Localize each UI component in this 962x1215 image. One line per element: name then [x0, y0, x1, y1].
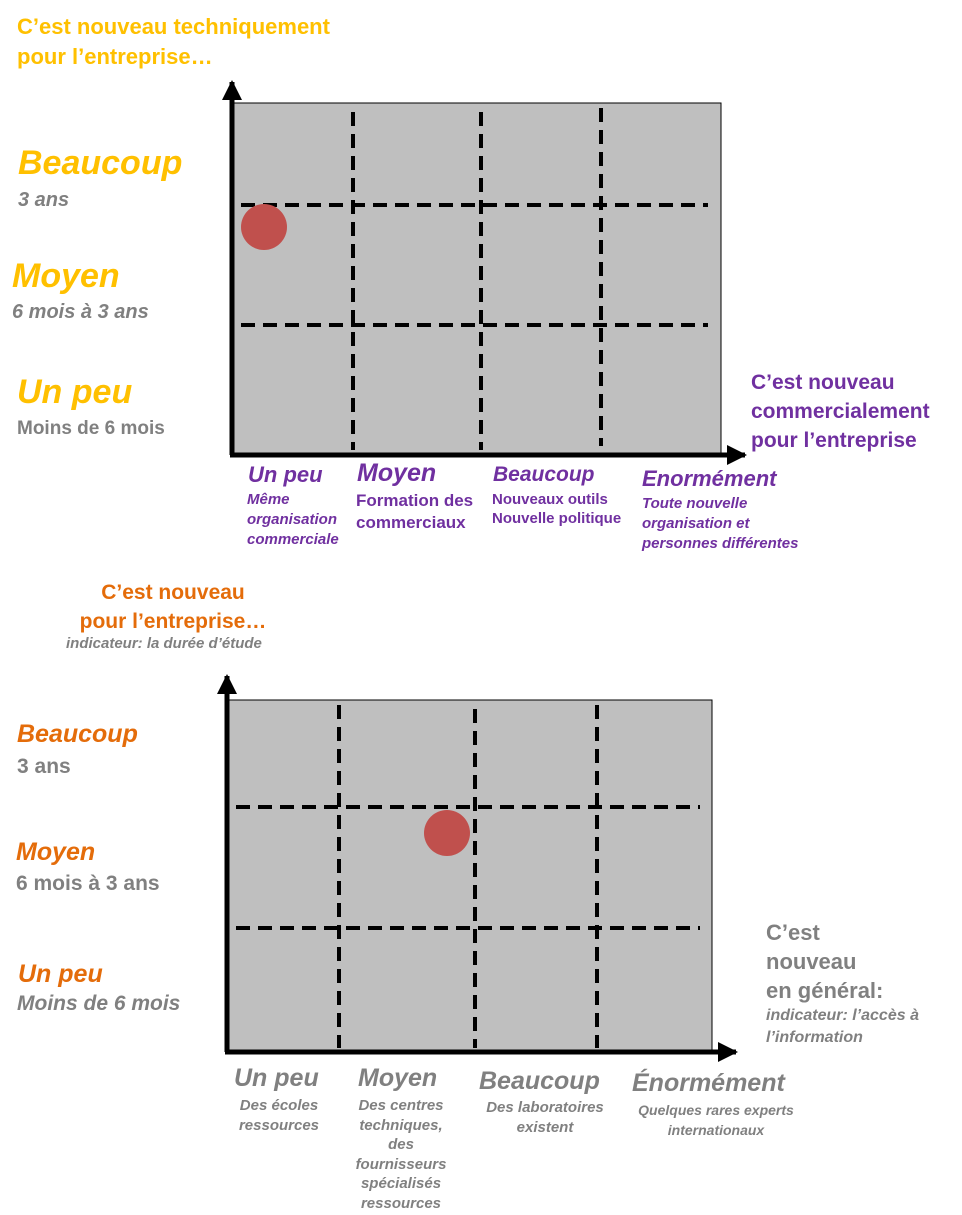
diagram2-x-level-2-label: Moyen: [358, 1064, 438, 1092]
diagram1-x-axis-title: C’est nouveau commercialement pour l’ent…: [751, 371, 930, 452]
diagram1-x-level-4-sub: Toute nouvelle organisation et personnes…: [642, 495, 799, 552]
diagram2-x-level-3-sub: Des laboratoires existent: [486, 1099, 604, 1136]
diagram2-dashed-grid: [236, 705, 700, 1048]
diagram2-y-level-high-sub: 3 ans: [17, 755, 71, 778]
diagram2-grid-background: [228, 699, 713, 1051]
diagram2-x-level-1-label: Un peu: [234, 1064, 319, 1092]
diagram1-y-level-low-label: Un peu: [17, 373, 133, 411]
diagram1-x-level-1-label: Un peu: [248, 462, 323, 487]
diagram1-x-level-1-sub: Même organisation commerciale: [247, 491, 339, 548]
diagram1-y-level-mid-sub: 6 mois à 3 ans: [12, 301, 149, 323]
diagram2-x-level-1-sub: Des écoles ressources: [238, 1097, 320, 1134]
diagram2-y-axis-title: C’est nouveau pour l’entreprise…: [79, 581, 267, 633]
diagram2-x-axis-title: C’est nouveau en général:: [766, 920, 884, 1003]
diagram1-x-level-3-label: Beaucoup: [493, 463, 595, 486]
diagram2-y-level-low-label: Un peu: [18, 960, 103, 988]
diagram1-y-axis-title: C’est nouveau techniquement pour l’entre…: [17, 14, 330, 69]
diagram2-position-marker: [424, 810, 470, 856]
diagram1-x-level-3-sub: Nouveaux outils Nouvelle politique: [492, 491, 622, 527]
diagram2-x-level-2-sub: Des centres techniques, des fournisseurs…: [355, 1097, 447, 1212]
diagram1-y-level-low-sub: Moins de 6 mois: [17, 418, 165, 439]
diagram2-y-level-mid-label: Moyen: [16, 838, 96, 866]
diagram2-y-level-mid-sub: 6 mois à 3 ans: [16, 872, 160, 895]
diagram1-y-level-mid-label: Moyen: [12, 257, 120, 295]
diagram1-grid-background: [232, 102, 722, 454]
diagram2-y-axis-indicator: indicateur: la durée d’étude: [66, 635, 262, 652]
diagram2-x-level-3-label: Beaucoup: [479, 1067, 600, 1095]
diagram2-x-level-4-label: Énormément: [632, 1069, 785, 1097]
diagram1-x-level-2-sub: Formation des commerciaux: [356, 491, 474, 532]
diagram1-position-marker: [241, 204, 287, 250]
diagram1-y-level-high-label: Beaucoup: [18, 144, 183, 182]
diagram1-y-level-high-sub: 3 ans: [18, 189, 70, 211]
diagram2-x-level-4-sub: Quelques rares experts internationaux: [638, 1102, 794, 1138]
diagram2-y-level-high-label: Beaucoup: [17, 720, 138, 748]
diagram1-x-level-4-label: Enormément: [642, 466, 777, 491]
diagram1-dashed-grid: [241, 108, 708, 450]
diagram2-y-level-low-sub: Moins de 6 mois: [17, 992, 181, 1015]
diagram1-x-level-2-label: Moyen: [357, 459, 437, 487]
diagram2-x-axis-indicator: indicateur: l’accès à l’information: [766, 1007, 919, 1046]
